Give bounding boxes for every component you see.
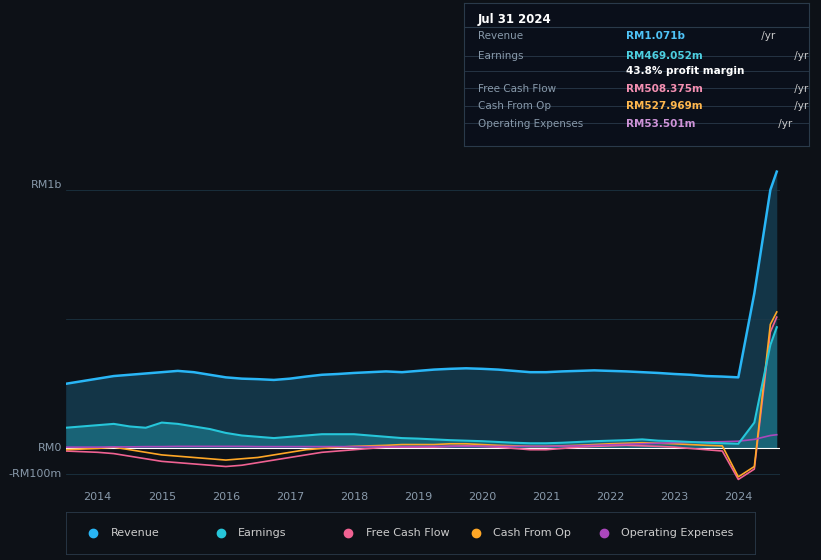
Text: Free Cash Flow: Free Cash Flow: [478, 84, 556, 94]
Text: -RM100m: -RM100m: [9, 469, 62, 479]
Text: RM1b: RM1b: [30, 180, 62, 190]
Text: RM1.071b: RM1.071b: [626, 31, 685, 41]
Text: /yr: /yr: [791, 101, 809, 111]
Text: Earnings: Earnings: [238, 529, 287, 538]
Text: Cash From Op: Cash From Op: [478, 101, 551, 111]
Text: Operating Expenses: Operating Expenses: [621, 529, 733, 538]
Text: Revenue: Revenue: [478, 31, 523, 41]
Text: /yr: /yr: [791, 50, 809, 60]
Text: RM469.052m: RM469.052m: [626, 50, 703, 60]
Text: /yr: /yr: [775, 119, 792, 129]
Text: Jul 31 2024: Jul 31 2024: [478, 13, 552, 26]
Text: Operating Expenses: Operating Expenses: [478, 119, 583, 129]
Text: /yr: /yr: [791, 84, 809, 94]
Text: /yr: /yr: [759, 31, 776, 41]
Text: RM53.501m: RM53.501m: [626, 119, 695, 129]
Text: Revenue: Revenue: [111, 529, 159, 538]
Text: 43.8% profit margin: 43.8% profit margin: [626, 66, 745, 76]
Text: RM527.969m: RM527.969m: [626, 101, 703, 111]
Text: Earnings: Earnings: [478, 50, 523, 60]
Text: Free Cash Flow: Free Cash Flow: [365, 529, 449, 538]
Text: Cash From Op: Cash From Op: [493, 529, 571, 538]
Text: RM0: RM0: [38, 444, 62, 454]
Text: RM508.375m: RM508.375m: [626, 84, 703, 94]
